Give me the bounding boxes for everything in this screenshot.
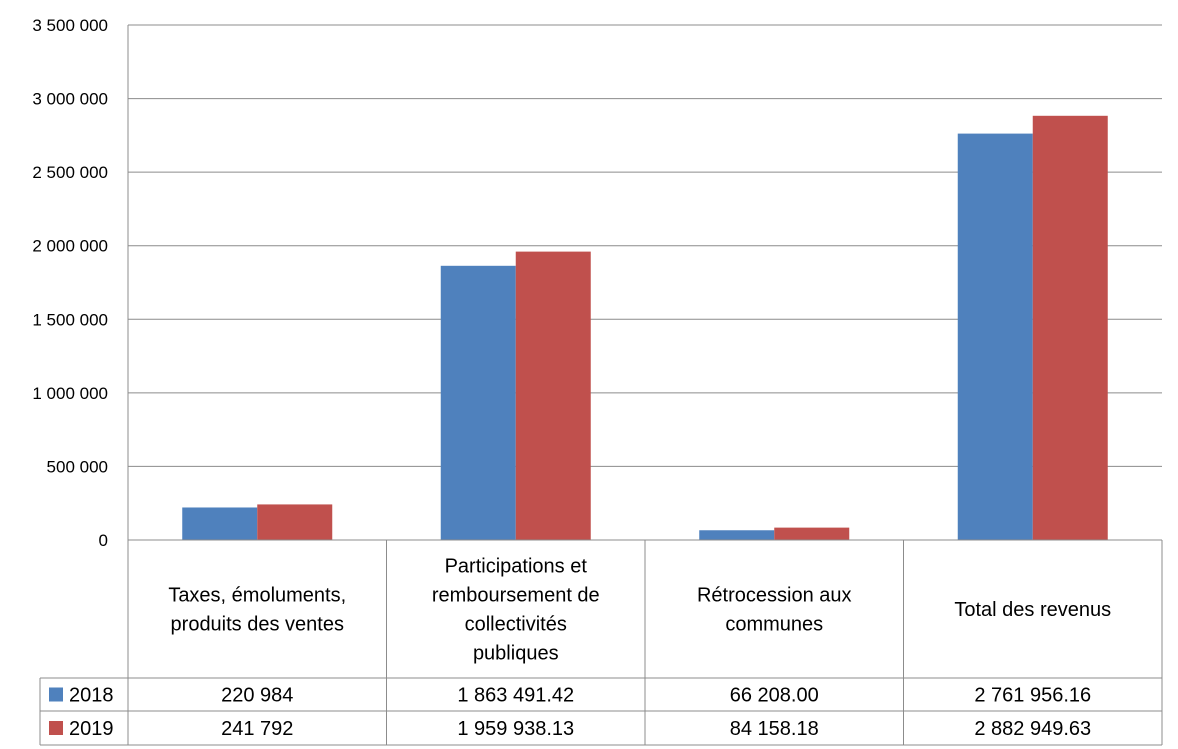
y-tick-label: 2 500 000 (32, 163, 108, 182)
bar-2019-3 (774, 527, 850, 540)
category-label: Participations et remboursement de collect… (432, 556, 600, 665)
table-cell-value: 66 208.00 (730, 685, 819, 707)
table-cell-value: 241 792 (221, 718, 293, 740)
category-label: Total des revenus (954, 599, 1111, 621)
y-tick-label: 1 000 000 (32, 384, 108, 403)
bar-2019-2 (515, 251, 591, 540)
legend-label-2019: 2019 (69, 718, 114, 740)
bar-2018-1 (182, 507, 258, 540)
legend-key-2018 (49, 687, 63, 702)
table-cell-value: 84 158.18 (730, 718, 819, 740)
table-cell-value: 2 761 956.16 (974, 685, 1091, 707)
bar-2018-4 (957, 133, 1033, 540)
table-cell-value: 220 984 (221, 685, 293, 707)
table-cell-value: 1 863 491.42 (457, 685, 574, 707)
category-label: Rétrocession aux communes (697, 585, 852, 636)
y-tick-label: 2 000 000 (32, 237, 108, 256)
y-tick-label: 1 500 000 (32, 310, 108, 329)
legend-label-2018: 2018 (69, 685, 114, 707)
y-tick-label: 3 500 000 (32, 16, 108, 35)
y-axis-ticks: 0 500 000 1 000 000 1 500 000 2 000 000 2 500… (32, 16, 108, 550)
table-cell-value: 1 959 938.13 (457, 718, 574, 740)
bar-2019-1 (257, 504, 333, 540)
y-tick-label: 3 000 000 (32, 90, 108, 109)
table-cell-value: 2 882 949.63 (974, 718, 1091, 740)
legend-key-2019 (49, 721, 63, 735)
grid-lines (127, 24, 1162, 745)
category-label: Taxes, émoluments, produits des ventes (168, 585, 346, 636)
bars (182, 115, 1108, 540)
bar-2019-4 (1032, 115, 1108, 540)
data-table: Taxes, émoluments, produits des ventes Par… (39, 539, 1163, 746)
bar-2018-2 (440, 265, 516, 540)
bar-2018-3 (699, 530, 775, 540)
y-tick-label: 0 (99, 531, 108, 550)
y-tick-label: 500 000 (47, 457, 108, 476)
